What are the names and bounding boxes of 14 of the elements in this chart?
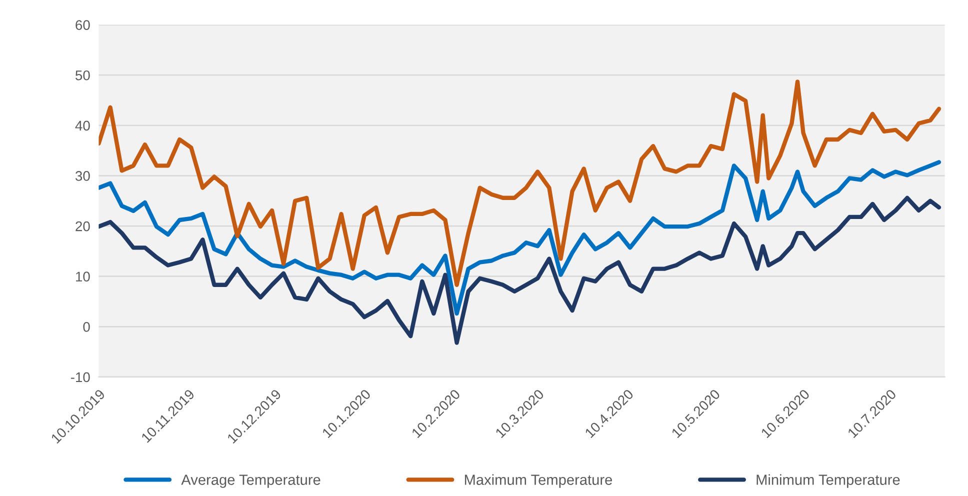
line-series — [98, 160, 942, 316]
y-tick-label: 10 — [76, 272, 90, 282]
y-tick-label: 0 — [83, 322, 90, 332]
legend-label: Minimum Temperature — [756, 474, 900, 488]
y-tick-label: -10 — [70, 372, 90, 382]
y-tick-label: 30 — [75, 171, 90, 181]
legend-label: Maximum Temperature — [464, 474, 612, 488]
y-tick-label: 60 — [76, 20, 90, 30]
y-tick-label: 20 — [76, 221, 90, 232]
line-series — [98, 196, 942, 345]
line-series — [98, 80, 942, 287]
y-tick-label: 40 — [75, 120, 90, 131]
legend-label: Average Temperature — [181, 474, 320, 488]
y-tick-label: 50 — [76, 70, 90, 80]
